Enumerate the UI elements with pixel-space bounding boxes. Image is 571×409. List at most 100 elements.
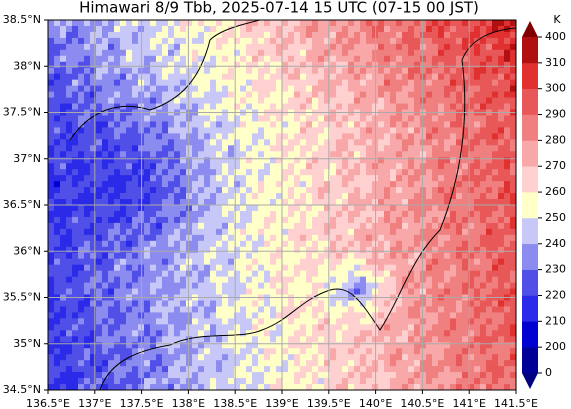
field-cell bbox=[366, 199, 373, 206]
field-cell bbox=[510, 342, 517, 349]
field-cell bbox=[78, 282, 85, 289]
field-cell bbox=[72, 354, 79, 361]
field-cell bbox=[348, 85, 355, 93]
field-cell bbox=[60, 306, 67, 313]
field-cell bbox=[186, 145, 193, 152]
y-tick-label: 37.5°N bbox=[3, 106, 41, 119]
field-cell bbox=[90, 157, 97, 164]
field-cell bbox=[114, 234, 121, 242]
field-cell bbox=[312, 324, 319, 331]
field-cell bbox=[390, 49, 397, 57]
field-cell bbox=[336, 240, 343, 248]
field-cell bbox=[312, 246, 319, 254]
field-cell bbox=[444, 37, 451, 45]
field-cell bbox=[462, 145, 469, 152]
field-cell bbox=[384, 240, 391, 248]
field-cell bbox=[288, 79, 295, 87]
field-cell bbox=[450, 97, 457, 104]
field-cell bbox=[498, 360, 505, 367]
field-cell bbox=[210, 360, 217, 367]
field-cell bbox=[204, 378, 211, 385]
field-cell bbox=[468, 354, 475, 361]
field-cell bbox=[468, 67, 475, 75]
field-cell bbox=[96, 276, 103, 283]
field-cell bbox=[186, 133, 193, 140]
field-cell bbox=[306, 127, 313, 134]
field-cell bbox=[294, 366, 301, 373]
field-cell bbox=[450, 73, 457, 81]
field-cell bbox=[504, 282, 511, 289]
field-cell bbox=[414, 354, 421, 361]
field-cell bbox=[432, 348, 439, 355]
field-cell bbox=[444, 103, 451, 110]
field-cell bbox=[342, 187, 349, 194]
x-tick-label: 141.5°E bbox=[494, 397, 538, 409]
field-cell bbox=[354, 67, 361, 75]
field-cell bbox=[270, 336, 277, 343]
field-cell bbox=[306, 360, 313, 367]
field-cell bbox=[156, 372, 163, 379]
field-cell bbox=[144, 85, 151, 93]
field-cell bbox=[288, 199, 295, 206]
field-cell bbox=[150, 43, 157, 51]
field-cell bbox=[342, 133, 349, 140]
field-cell bbox=[420, 258, 427, 266]
field-cell bbox=[234, 348, 241, 355]
field-cell bbox=[108, 163, 115, 170]
field-cell bbox=[474, 210, 481, 218]
field-cell bbox=[270, 216, 277, 224]
field-cell bbox=[246, 222, 253, 230]
field-cell bbox=[228, 384, 235, 391]
field-cell bbox=[318, 145, 325, 152]
field-cell bbox=[324, 61, 331, 69]
field-cell bbox=[168, 246, 175, 254]
field-cell bbox=[72, 31, 79, 39]
field-cell bbox=[210, 342, 217, 349]
field-cell bbox=[408, 199, 415, 206]
field-cell bbox=[84, 139, 91, 146]
field-cell bbox=[270, 312, 277, 319]
field-cell bbox=[450, 270, 457, 278]
field-cell bbox=[84, 306, 91, 313]
field-cell bbox=[300, 20, 307, 27]
field-cell bbox=[510, 91, 517, 98]
field-cell bbox=[504, 115, 511, 122]
field-cell bbox=[252, 372, 259, 379]
field-cell bbox=[150, 222, 157, 230]
field-cell bbox=[210, 246, 217, 254]
field-cell bbox=[78, 216, 85, 224]
field-cell bbox=[348, 187, 355, 194]
field-cell bbox=[252, 324, 259, 331]
field-cell bbox=[330, 49, 337, 57]
field-cell bbox=[180, 169, 187, 176]
field-cell bbox=[348, 264, 355, 272]
field-cell bbox=[192, 139, 199, 146]
field-cell bbox=[90, 264, 97, 272]
field-cell bbox=[162, 378, 169, 385]
field-cell bbox=[420, 31, 427, 39]
field-cell bbox=[384, 288, 391, 295]
field-cell bbox=[222, 145, 229, 152]
field-cell bbox=[90, 25, 97, 33]
field-cell bbox=[66, 360, 73, 367]
field-cell bbox=[420, 210, 427, 218]
field-cell bbox=[114, 199, 121, 206]
field-cell bbox=[144, 49, 151, 57]
field-cell bbox=[240, 73, 247, 81]
field-cell bbox=[336, 61, 343, 69]
field-cell bbox=[480, 20, 487, 27]
field-cell bbox=[432, 205, 439, 212]
field-cell bbox=[84, 276, 91, 283]
field-cell bbox=[114, 342, 121, 349]
field-cell bbox=[258, 300, 265, 307]
field-cell bbox=[258, 55, 265, 63]
field-cell bbox=[300, 270, 307, 278]
field-cell bbox=[492, 234, 499, 242]
field-cell bbox=[126, 282, 133, 289]
field-cell bbox=[186, 205, 193, 212]
field-cell bbox=[252, 264, 259, 272]
field-cell bbox=[168, 103, 175, 110]
field-cell bbox=[198, 216, 205, 224]
field-cell bbox=[408, 85, 415, 93]
field-cell bbox=[192, 181, 199, 188]
